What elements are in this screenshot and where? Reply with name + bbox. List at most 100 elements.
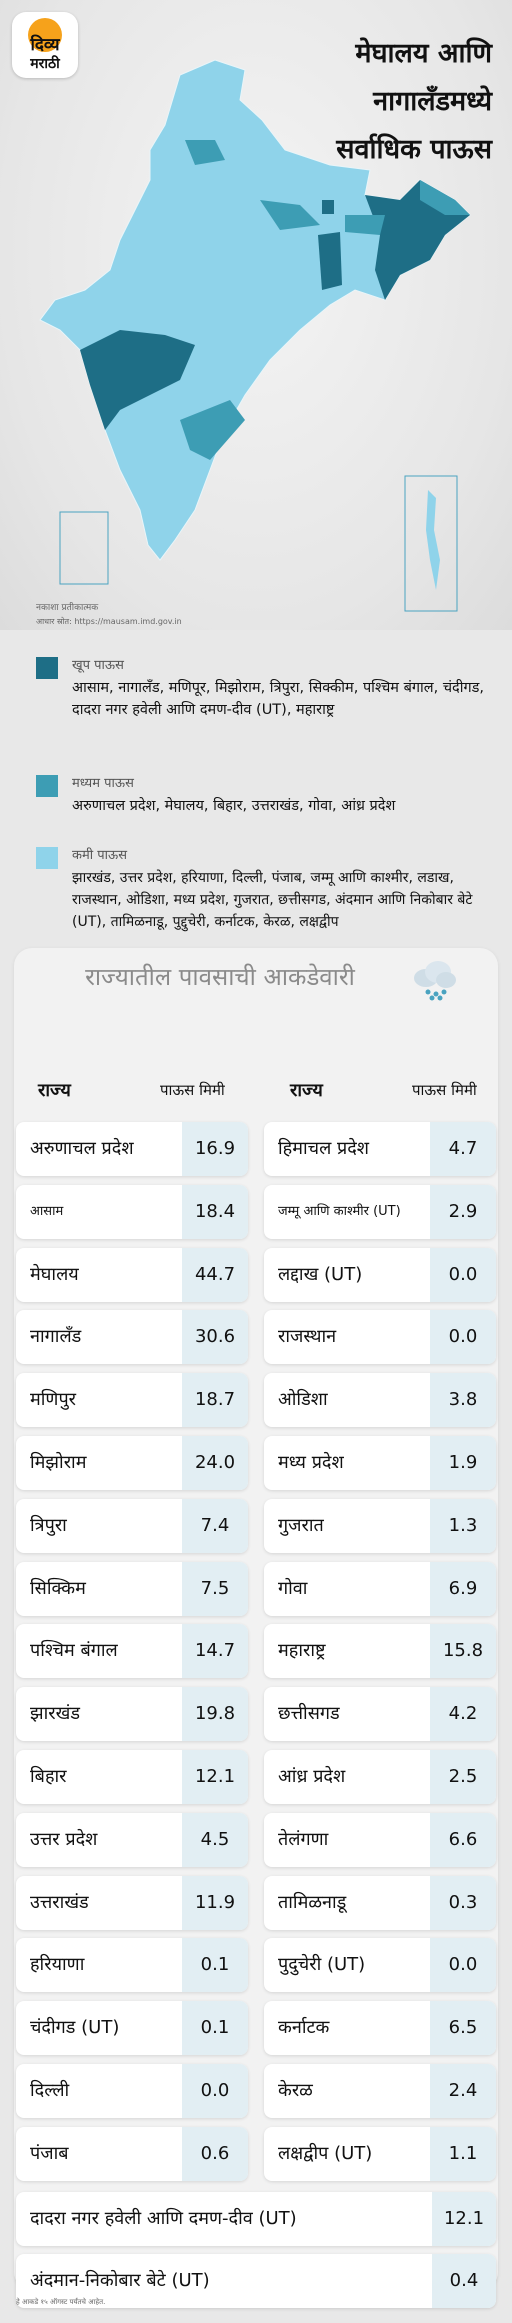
map-region-maharashtra bbox=[80, 330, 195, 430]
table-row: मध्य प्रदेश 1.9 bbox=[264, 1436, 496, 1490]
table-row: छत्तीसगड 4.2 bbox=[264, 1687, 496, 1741]
map-region-uttarakhand bbox=[185, 140, 225, 165]
table-row: गुजरात 1.3 bbox=[264, 1499, 496, 1553]
state-name: सिक्किम bbox=[30, 1578, 86, 1599]
col-header-rain: पाऊस मिमी bbox=[412, 1081, 477, 1099]
rainfall-value: 15.8 bbox=[430, 1624, 496, 1678]
legend-swatch-low bbox=[36, 847, 58, 869]
table-row: मणिपुर 18.7 bbox=[16, 1373, 248, 1427]
state-name: जम्मू आणि काश्मीर (UT) bbox=[278, 1204, 401, 1219]
map-region-andhra bbox=[180, 400, 245, 460]
map-source: आधार स्रोत: https://mausam.imd.gov.in bbox=[36, 617, 182, 626]
table-row: पुदुचेरी (UT) 0.0 bbox=[264, 1938, 496, 1992]
table-row: तेलंगणा 6.6 bbox=[264, 1813, 496, 1867]
legend-level: खूप पाऊस bbox=[72, 658, 124, 673]
state-name: हिमाचल प्रदेश bbox=[278, 1138, 370, 1159]
state-name: अंदमान-निकोबार बेटे (UT) bbox=[30, 2270, 210, 2291]
rainfall-value: 4.2 bbox=[430, 1687, 496, 1741]
state-name: कर्नाटक bbox=[278, 2017, 330, 2038]
rainfall-value: 19.8 bbox=[182, 1687, 248, 1741]
state-name: पश्चिम बंगाल bbox=[30, 1640, 118, 1661]
rainfall-value: 1.9 bbox=[430, 1436, 496, 1490]
rainfall-value: 14.7 bbox=[182, 1624, 248, 1678]
table-row: मेघालय 44.7 bbox=[16, 1248, 248, 1302]
rainfall-value: 6.9 bbox=[430, 1562, 496, 1616]
state-name: तामिळनाडू bbox=[278, 1892, 347, 1913]
rainfall-value: 18.7 bbox=[182, 1373, 248, 1427]
state-name: नागालँड bbox=[30, 1326, 82, 1347]
india-map bbox=[39, 59, 471, 612]
table-row: उत्तर प्रदेश 4.5 bbox=[16, 1813, 248, 1867]
state-name: बिहार bbox=[30, 1766, 67, 1787]
table-row: पश्चिम बंगाल 14.7 bbox=[16, 1624, 248, 1678]
table-row: महाराष्ट्र 15.8 bbox=[264, 1624, 496, 1678]
table-row: पंजाब 0.6 bbox=[16, 2127, 248, 2181]
table-row: सिक्किम 7.5 bbox=[16, 1562, 248, 1616]
headline-line2: नागालँडमध्ये bbox=[373, 86, 492, 117]
table-row: अंदमान-निकोबार बेटे (UT) 0.4 bbox=[16, 2254, 496, 2308]
headline-line3: सर्वाधिक पाऊस bbox=[336, 134, 492, 165]
footer-note: हे आकडे १५ ऑगस्ट पर्यंतचे आहेत. bbox=[16, 2298, 106, 2306]
rainfall-value: 44.7 bbox=[182, 1248, 248, 1302]
rainfall-value: 12.1 bbox=[432, 2192, 496, 2246]
table-title: राज्यातील पावसाची आकडेवारी bbox=[85, 963, 355, 991]
map-disclaimer: नकाशा प्रतीकात्मक bbox=[36, 603, 99, 613]
table-row: मिझोराम 24.0 bbox=[16, 1436, 248, 1490]
legend-states: झारखंड, उत्तर प्रदेश, हरियाणा, दिल्ली, प… bbox=[72, 870, 473, 930]
state-name: त्रिपुरा bbox=[30, 1515, 67, 1536]
table-row: झारखंड 19.8 bbox=[16, 1687, 248, 1741]
legend-swatch-heavy bbox=[36, 657, 58, 679]
legend-states: अरुणाचल प्रदेश, मेघालय, बिहार, उत्तराखंड… bbox=[72, 798, 396, 814]
state-name: दिल्ली bbox=[30, 2080, 70, 2101]
rainfall-value: 30.6 bbox=[182, 1310, 248, 1364]
rainfall-value: 2.9 bbox=[430, 1185, 496, 1239]
table-row: कर्नाटक 6.5 bbox=[264, 2001, 496, 2055]
brand-logo: दिव्य मराठी bbox=[12, 12, 78, 78]
table-row: ओडिशा 3.8 bbox=[264, 1373, 496, 1427]
rainfall-value: 2.5 bbox=[430, 1750, 496, 1804]
headline-line1: मेघालय आणि bbox=[355, 38, 492, 69]
state-name: राजस्थान bbox=[278, 1326, 337, 1347]
state-name: आसाम bbox=[30, 1204, 64, 1219]
state-name: ओडिशा bbox=[278, 1389, 328, 1410]
legend-swatch-medium bbox=[36, 775, 58, 797]
rainfall-value: 24.0 bbox=[182, 1436, 248, 1490]
legend-states: आसाम, नागालँड, मणिपूर, मिझोराम, त्रिपुरा… bbox=[72, 680, 485, 718]
map-region-northeast bbox=[365, 180, 470, 300]
state-name: पुदुचेरी (UT) bbox=[278, 1954, 366, 1975]
rainfall-value: 2.4 bbox=[430, 2064, 496, 2118]
rainfall-value: 0.1 bbox=[182, 2001, 248, 2055]
map-region-sikkim bbox=[322, 200, 334, 214]
rainfall-value: 3.8 bbox=[430, 1373, 496, 1427]
table-row: बिहार 12.1 bbox=[16, 1750, 248, 1804]
state-name: मेघालय bbox=[30, 1264, 79, 1285]
rainfall-value: 1.1 bbox=[430, 2127, 496, 2181]
table-row: त्रिपुरा 7.4 bbox=[16, 1499, 248, 1553]
state-name: हरियाणा bbox=[30, 1954, 85, 1975]
brand-line1: दिव्य bbox=[30, 35, 60, 55]
table-row: लद्दाख (UT) 0.0 bbox=[264, 1248, 496, 1302]
rainfall-value: 0.3 bbox=[430, 1876, 496, 1930]
legend-level: कमी पाऊस bbox=[72, 848, 128, 863]
state-name: मिझोराम bbox=[30, 1452, 87, 1473]
map-region-westbengal bbox=[318, 232, 342, 290]
state-name: झारखंड bbox=[30, 1703, 80, 1724]
headline: मेघालय आणि नागालँडमध्ये सर्वाधिक पाऊस bbox=[192, 30, 492, 174]
state-name: दादरा नगर हवेली आणि दमण-दीव (UT) bbox=[30, 2208, 297, 2229]
state-name: केरळ bbox=[278, 2080, 313, 2101]
state-name: महाराष्ट्र bbox=[278, 1640, 326, 1661]
rainfall-value: 6.6 bbox=[430, 1813, 496, 1867]
table-row: आसाम 18.4 bbox=[16, 1185, 248, 1239]
col-header-rain: पाऊस मिमी bbox=[160, 1081, 225, 1099]
map-region-meghalaya bbox=[345, 215, 385, 235]
table-row: चंदीगड (UT) 0.1 bbox=[16, 2001, 248, 2055]
table-row: हिमाचल प्रदेश 4.7 bbox=[264, 1122, 496, 1176]
rainfall-value: 0.6 bbox=[182, 2127, 248, 2181]
rainfall-value: 0.0 bbox=[430, 1248, 496, 1302]
map-inset-andaman bbox=[404, 475, 458, 612]
rainfall-value: 4.5 bbox=[182, 1813, 248, 1867]
rainfall-value: 0.0 bbox=[430, 1310, 496, 1364]
state-name: गुजरात bbox=[278, 1515, 324, 1536]
map-section: दिव्य मराठी मेघालय आणि नागालँडमध्ये सर्व… bbox=[0, 0, 512, 630]
table-row: राजस्थान 0.0 bbox=[264, 1310, 496, 1364]
